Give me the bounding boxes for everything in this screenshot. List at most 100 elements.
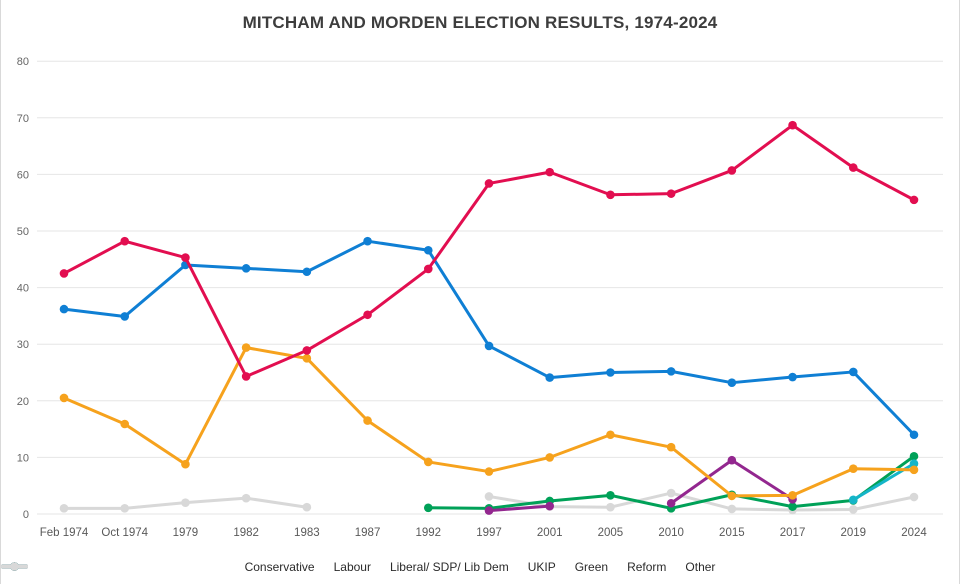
- data-point-conservative-1983: [302, 267, 312, 277]
- legend-label-conservative: Conservative: [244, 560, 315, 574]
- y-axis-tick-label: 70: [17, 113, 29, 125]
- data-point-libdem-1997: [484, 467, 494, 476]
- data-point-other-feb-1974: [59, 504, 69, 513]
- x-axis-tick-label: 1982: [233, 527, 259, 539]
- data-point-ukip-1997: [484, 506, 494, 515]
- data-point-labour-1987: [363, 310, 372, 320]
- data-point-other-1983: [302, 502, 312, 512]
- data-point-conservative-2005: [606, 368, 615, 377]
- x-axis-tick-label: 1983: [294, 527, 320, 539]
- x-axis-tick-label: 2010: [658, 527, 684, 539]
- data-point-libdem-feb-1974: [59, 393, 69, 403]
- data-point-libdem-2024: [909, 465, 919, 475]
- data-point-libdem-2019: [848, 464, 858, 474]
- x-axis-tick-label: Feb 1974: [40, 527, 89, 539]
- data-point-reform-2019: [848, 495, 858, 505]
- legend-item-green: Green: [1, 560, 609, 574]
- x-axis-tick-label: 1997: [476, 527, 502, 539]
- data-point-labour-2010: [666, 189, 676, 198]
- data-point-libdem-2017: [788, 491, 797, 500]
- data-point-libdem-2010: [666, 442, 676, 452]
- x-axis-tick-label: 2001: [537, 527, 563, 539]
- y-axis-tick-label: 40: [17, 283, 29, 295]
- data-point-labour-feb-1974: [59, 269, 69, 278]
- data-point-labour-2015: [727, 166, 737, 175]
- data-point-libdem-1982: [241, 343, 251, 352]
- data-point-libdem-1983: [302, 354, 312, 363]
- data-point-other-oct-1974: [120, 504, 130, 513]
- data-point-conservative-2010: [666, 367, 676, 376]
- y-axis-tick-label: 30: [17, 339, 29, 351]
- data-point-libdem-1992: [423, 457, 433, 467]
- data-point-conservative-feb-1974: [59, 304, 69, 314]
- data-point-libdem-oct-1974: [120, 419, 130, 429]
- data-point-other-2019: [848, 505, 858, 514]
- x-axis-tick-label: 2017: [780, 527, 806, 539]
- data-point-green-2005: [606, 491, 615, 500]
- data-point-labour-2019: [848, 163, 858, 172]
- data-point-libdem-1987: [363, 416, 372, 425]
- legend-label-libdem: Liberal/ SDP/ Lib Dem: [389, 560, 509, 574]
- series-ukip: [484, 455, 797, 515]
- data-point-green-2024: [909, 451, 919, 461]
- x-axis-tick-label: 1979: [173, 527, 199, 539]
- legend-item-labour: Labour: [1, 560, 371, 574]
- legend-label-other: Other: [685, 560, 716, 574]
- x-axis-tick-label: 2015: [719, 527, 745, 539]
- legend-item-other: Other: [1, 560, 716, 574]
- data-point-other-1997: [484, 492, 494, 501]
- data-point-conservative-2015: [727, 378, 737, 387]
- data-point-libdem-2001: [545, 453, 555, 462]
- data-point-libdem-2015: [727, 491, 737, 501]
- series-libdem: [59, 343, 919, 501]
- legend-label-ukip: UKIP: [527, 560, 556, 574]
- data-point-green-2017: [788, 502, 797, 511]
- data-point-labour-oct-1974: [120, 236, 130, 246]
- data-point-labour-1997: [484, 179, 494, 188]
- data-point-conservative-2017: [788, 372, 797, 382]
- y-axis-tick-label: 0: [23, 509, 29, 521]
- data-point-libdem-2005: [606, 430, 615, 440]
- data-point-other-2015: [727, 504, 737, 514]
- data-point-other-1982: [241, 493, 251, 503]
- data-point-conservative-1987: [363, 236, 372, 246]
- y-axis-tick-label: 80: [17, 56, 29, 68]
- data-point-labour-2005: [606, 190, 615, 200]
- legend-label-reform: Reform: [627, 560, 667, 574]
- chart-title: MITCHAM AND MORDEN ELECTION RESULTS, 197…: [242, 13, 718, 32]
- chart-legend: Conservative Labour Liberal/ SDP/ Lib Dem U…: [1, 561, 959, 573]
- y-axis-tick-label: 60: [17, 169, 29, 181]
- data-point-reform-2024: [909, 459, 919, 468]
- x-axis-tick-label: 2024: [901, 527, 927, 539]
- data-point-conservative-2019: [848, 367, 858, 377]
- data-point-ukip-2010: [666, 498, 676, 508]
- x-axis-tick-label: 2005: [598, 527, 624, 539]
- data-point-labour-2024: [909, 195, 919, 205]
- data-point-labour-2017: [788, 120, 797, 130]
- data-point-conservative-1992: [423, 245, 433, 255]
- legend-item-ukip: UKIP: [1, 560, 556, 574]
- data-point-labour-1982: [241, 372, 251, 381]
- legend-label-labour: Labour: [333, 560, 371, 574]
- data-point-conservative-1982: [241, 264, 251, 273]
- data-point-labour-1979: [181, 253, 190, 262]
- y-axis-tick-label: 50: [17, 226, 29, 238]
- series-conservative: [59, 236, 919, 440]
- data-point-conservative-2001: [545, 373, 555, 382]
- legend-label-green: Green: [574, 560, 609, 574]
- x-axis-tick-label: 2019: [840, 527, 866, 539]
- series-line-labour: [62, 123, 916, 378]
- legend-marker-other: [1, 562, 28, 571]
- data-point-conservative-oct-1974: [120, 312, 130, 321]
- data-point-labour-2001: [545, 167, 555, 177]
- data-point-other-2024: [909, 492, 919, 502]
- data-point-ukip-2001: [545, 501, 555, 511]
- data-point-conservative-1997: [484, 341, 494, 351]
- series-line-ukip: [487, 504, 552, 513]
- data-point-libdem-1979: [181, 459, 190, 469]
- data-point-other-1979: [181, 498, 190, 507]
- y-axis-tick-label: 20: [17, 396, 29, 408]
- y-axis-tick-label: 10: [17, 452, 29, 464]
